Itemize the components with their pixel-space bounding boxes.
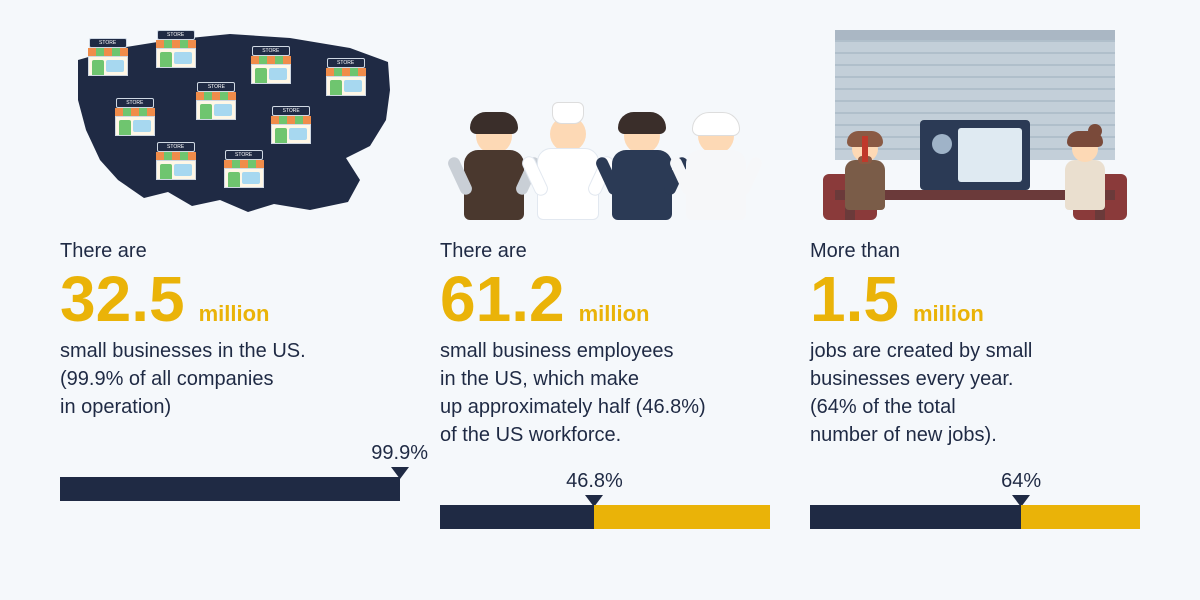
stat-number: 61.2 bbox=[440, 267, 565, 331]
map-illustration: STORESTORESTORESTORESTORESTORESTORESTORE… bbox=[60, 20, 400, 220]
progress-fill bbox=[440, 505, 594, 529]
lead-text: There are bbox=[60, 240, 400, 263]
stat-column-jobs: More than 1.5 million jobs are created b… bbox=[810, 20, 1140, 529]
stat-description: small business employees in the US, whic… bbox=[440, 337, 760, 449]
lead-text: There are bbox=[440, 240, 770, 263]
office-illustration bbox=[810, 20, 1140, 220]
store-icon: STORE bbox=[156, 142, 196, 180]
progress-track bbox=[440, 505, 770, 529]
interviewee-icon bbox=[1055, 136, 1115, 210]
stat-headline: 32.5 million bbox=[60, 267, 400, 331]
stat-headline: 1.5 million bbox=[810, 267, 1140, 331]
stat-description: jobs are created by small businesses eve… bbox=[810, 337, 1130, 449]
stat-headline: 61.2 million bbox=[440, 267, 770, 331]
progress-fill bbox=[60, 477, 400, 501]
person-icon bbox=[533, 116, 603, 220]
progress-bar-block: 64% bbox=[810, 477, 1140, 529]
person-icon bbox=[607, 118, 677, 220]
people-illustration bbox=[440, 20, 770, 220]
store-icon: STORE bbox=[115, 98, 155, 136]
person-icon bbox=[459, 118, 529, 220]
stat-description: small businesses in the US. (99.9% of al… bbox=[60, 337, 380, 421]
pct-label: 64% bbox=[1001, 470, 1041, 493]
interviewer-icon bbox=[835, 136, 895, 210]
stat-unit: million bbox=[913, 301, 984, 327]
store-icon: STORE bbox=[251, 46, 291, 84]
store-icon: STORE bbox=[196, 82, 236, 120]
progress-bar-block: 99.9% bbox=[60, 449, 400, 501]
store-icon: STORE bbox=[271, 106, 311, 144]
monitor-icon bbox=[920, 120, 1030, 190]
progress-fill bbox=[810, 505, 1021, 529]
person-icon bbox=[681, 118, 751, 220]
stat-unit: million bbox=[199, 301, 270, 327]
store-icon: STORE bbox=[88, 38, 128, 76]
stat-number: 1.5 bbox=[810, 267, 899, 331]
pct-label: 99.9% bbox=[371, 442, 428, 465]
progress-track bbox=[810, 505, 1140, 529]
store-icon: STORE bbox=[326, 58, 366, 96]
stat-number: 32.5 bbox=[60, 267, 185, 331]
store-icon: STORE bbox=[224, 150, 264, 188]
store-icon: STORE bbox=[156, 30, 196, 68]
infographic-row: STORESTORESTORESTORESTORESTORESTORESTORE… bbox=[0, 0, 1200, 569]
progress-track bbox=[60, 477, 400, 501]
progress-bar-block: 46.8% bbox=[440, 477, 770, 529]
lead-text: More than bbox=[810, 240, 1140, 263]
pct-label: 46.8% bbox=[566, 470, 623, 493]
stat-unit: million bbox=[579, 301, 650, 327]
stat-column-employees: There are 61.2 million small business em… bbox=[440, 20, 770, 529]
stat-column-businesses: STORESTORESTORESTORESTORESTORESTORESTORE… bbox=[60, 20, 400, 529]
